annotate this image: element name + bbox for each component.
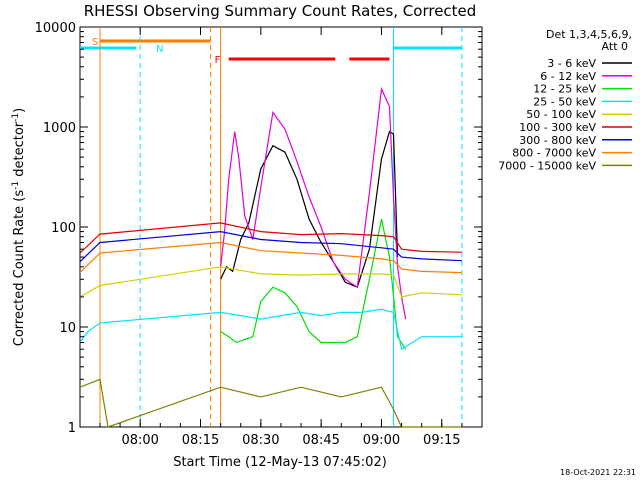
y-axis: 1 10 100 1000 10000 (35, 21, 482, 436)
x-tick-label-08-30: 08:30 (242, 433, 279, 448)
x-axis: 08:00 08:15 08:30 08:45 09:00 09:15 (99, 27, 463, 448)
y-axis-label-sup2: -1 (11, 113, 21, 122)
series-line-50-100-kev (79, 266, 462, 298)
flag-label-s: S (92, 37, 98, 48)
legend-label-12-25-kev: 12 - 25 keV (533, 83, 596, 96)
x-tick-label-09-15: 09:15 (423, 433, 460, 448)
y-axis-label-mid: detector (12, 121, 27, 181)
timestamp: 18-Oct-2021 22:31 (560, 468, 636, 477)
legend-header-line-1: Det 1,3,4,5,6,9, (546, 28, 632, 41)
y-tick-label-10: 10 (59, 321, 76, 336)
x-tick-label-08-45: 08:45 (302, 433, 339, 448)
legend-label-7000-15000-kev: 7000 - 15000 keV (498, 159, 596, 172)
y-axis-label-sup1: -1 (11, 181, 21, 190)
markers-layer (99, 27, 463, 427)
y-axis-label-end: ) (12, 108, 27, 113)
series-line-300-800-kev (79, 230, 462, 263)
y-axis-label-main: Corrected Count Rate (s (12, 190, 27, 347)
series-line-6-12-kev (220, 86, 407, 320)
series-line-3-6-kev (220, 130, 399, 289)
chart-title: RHESSI Observing Summary Count Rates, Co… (84, 2, 477, 20)
y-tick-label-1: 1 (68, 421, 76, 436)
legend-label-6-12-kev: 6 - 12 keV (540, 70, 596, 83)
x-axis-label: Start Time (12-May-13 07:45:02) (173, 455, 387, 470)
legend-label-25-50-kev: 25 - 50 keV (533, 95, 596, 108)
legend-label-300-800-kev: 300 - 800 keV (519, 134, 596, 147)
y-tick-label-100: 100 (51, 221, 76, 236)
legend-label-50-100-kev: 50 - 100 keV (526, 108, 596, 121)
series-line-100-300-kev (79, 222, 462, 254)
legend-header-line-2: Att 0 (602, 40, 628, 53)
series-line-800-7000-kev (79, 241, 462, 274)
x-tick-label-08-00: 08:00 (121, 433, 158, 448)
series-layer (79, 86, 462, 428)
plot-area: S N F 08:00 08:15 08:30 08:45 09:00 09:15 1 10 10… (35, 21, 483, 448)
y-tick-label-10000: 10000 (35, 21, 76, 36)
x-tick-label-09-00: 09:00 (363, 433, 400, 448)
legend-label-800-7000-kev: 800 - 7000 keV (512, 147, 596, 160)
flag-label-n: N (156, 44, 163, 55)
y-axis-label: Corrected Count Rate (s-1 detector-1) (11, 108, 27, 346)
series-line-25-50-kev (79, 308, 462, 351)
flags-layer: S N F (80, 37, 462, 66)
legend-label-100-300-kev: 100 - 300 keV (519, 121, 596, 134)
y-tick-label-1000: 1000 (43, 121, 76, 136)
legend-label-3-6-kev: 3 - 6 keV (547, 57, 596, 70)
flag-label-f: F (215, 55, 221, 66)
x-tick-label-08-15: 08:15 (182, 433, 219, 448)
series-line-12-25-kev (220, 218, 407, 350)
series-line-7000-15000-kev (79, 378, 462, 428)
